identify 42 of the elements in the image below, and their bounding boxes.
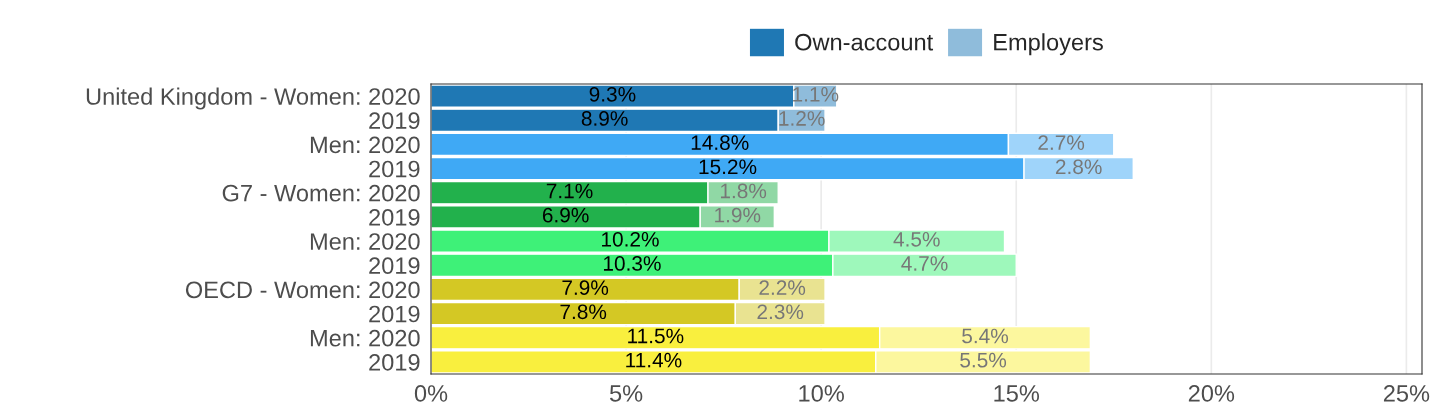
x-tick-label: 25% bbox=[1383, 385, 1430, 402]
data-label: 5.4% bbox=[962, 328, 1009, 344]
data-label: 10.3% bbox=[603, 256, 661, 271]
data-label: 2.8% bbox=[1055, 159, 1102, 175]
data-label: 5.5% bbox=[960, 352, 1007, 368]
x-tick-label: 15% bbox=[994, 385, 1040, 402]
y-tick-label: 2019 bbox=[369, 257, 420, 275]
legend-label: Employers bbox=[994, 33, 1103, 56]
y-tick-label: Men: 2020 bbox=[310, 233, 420, 250]
x-tick-label: 5% bbox=[609, 385, 643, 402]
y-tick-label: Men: 2020 bbox=[310, 136, 420, 154]
data-label: 1.9% bbox=[715, 207, 761, 223]
data-label: 11.4% bbox=[626, 352, 682, 368]
data-label: 2.2% bbox=[759, 280, 806, 295]
data-label: 4.7% bbox=[901, 256, 948, 271]
data-label: 11.5% bbox=[628, 328, 684, 344]
y-tick-label: United Kingdom - Women: 2020 bbox=[86, 87, 420, 110]
data-label: 4.5% bbox=[893, 232, 940, 247]
y-tick-label: OECD - Women: 2020 bbox=[185, 281, 420, 299]
legend-label: Own-account bbox=[795, 33, 934, 51]
y-tick-label: 2019 bbox=[369, 112, 420, 130]
data-label: 6.9% bbox=[542, 207, 589, 223]
y-tick-label: 2019 bbox=[369, 305, 420, 323]
data-label: 1.8% bbox=[720, 183, 767, 199]
data-label: 9.3% bbox=[589, 86, 636, 102]
data-label: 2.3% bbox=[757, 304, 804, 320]
y-tick-label: G7 - Women: 2020 bbox=[222, 184, 420, 202]
y-tick-label: 2019 bbox=[369, 208, 420, 226]
y-tick-label: 2019 bbox=[369, 353, 420, 371]
y-tick-label: 2019 bbox=[369, 160, 420, 178]
data-label: 15.2% bbox=[699, 159, 757, 175]
data-label: 2.7% bbox=[1038, 135, 1085, 150]
data-label: 10.2% bbox=[602, 231, 659, 247]
data-label: 7.8% bbox=[560, 304, 607, 320]
x-tick-label: 10% bbox=[799, 385, 844, 402]
data-label: 7.9% bbox=[562, 280, 609, 296]
x-tick-label: 20% bbox=[1188, 385, 1235, 402]
x-tick-label: 0% bbox=[414, 385, 448, 402]
data-label: 14.8% bbox=[691, 135, 749, 151]
data-label: 8.9% bbox=[581, 111, 628, 126]
y-tick-label: Men: 2020 bbox=[310, 329, 420, 347]
data-label: 7.1% bbox=[546, 183, 593, 199]
